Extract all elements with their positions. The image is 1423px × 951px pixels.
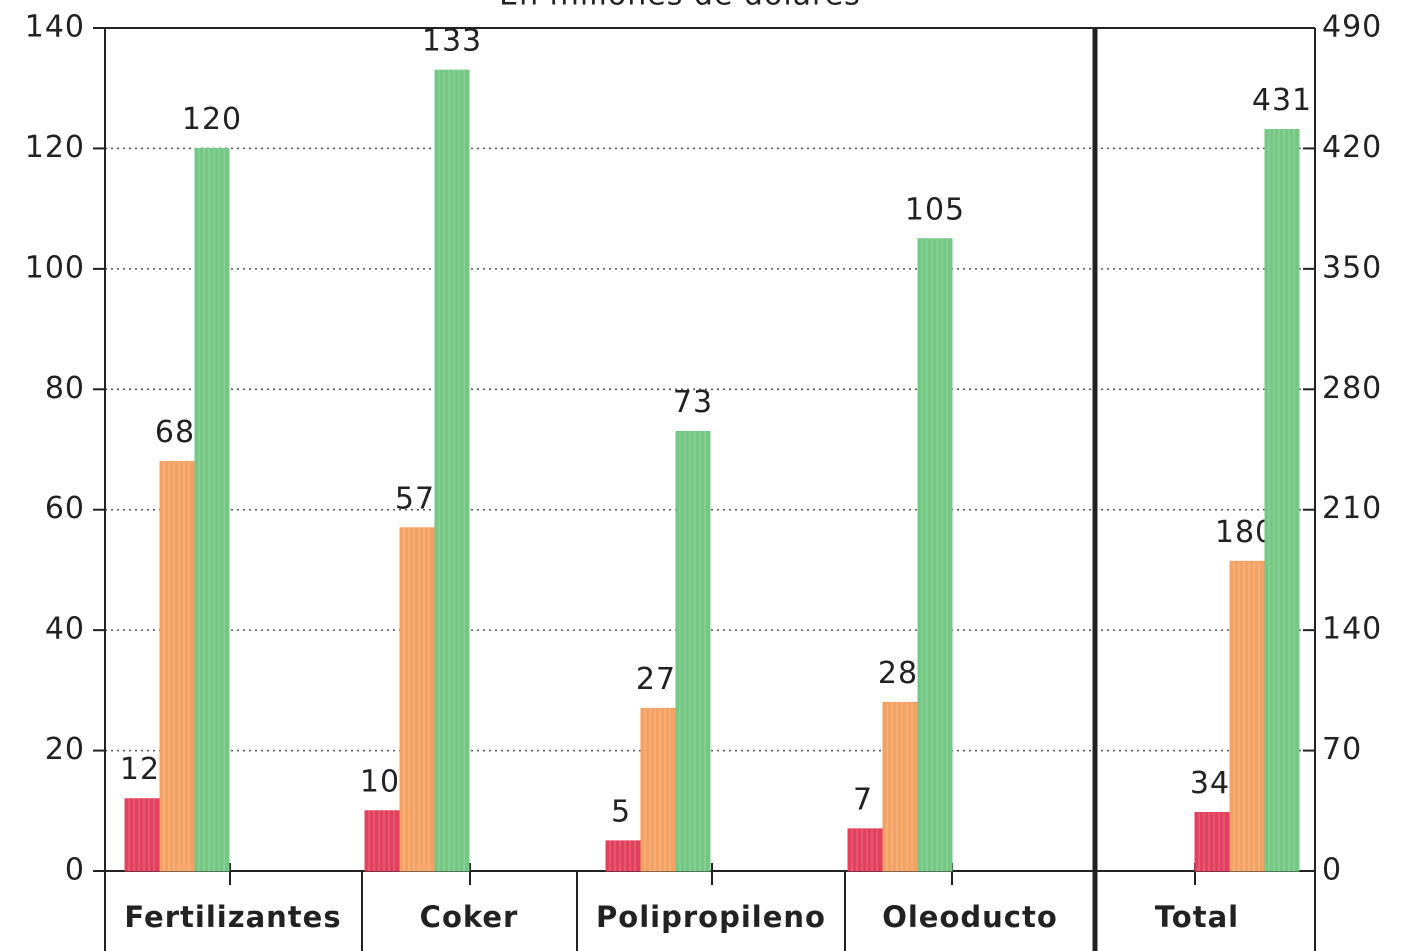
value-label: 133 xyxy=(422,24,482,59)
value-label: 27 xyxy=(636,662,676,697)
y2-tick-label: 0 xyxy=(1322,853,1342,888)
x-tick-label: Total xyxy=(1155,900,1239,934)
y-tick-label: 120 xyxy=(25,130,85,165)
value-label: 10 xyxy=(360,764,400,799)
bar xyxy=(364,810,400,872)
x-tick-label: Polipropileno xyxy=(596,900,826,934)
x-tick-label: Fertilizantes xyxy=(124,900,341,934)
y2-tick-label: 420 xyxy=(1322,130,1382,165)
value-label: 105 xyxy=(905,192,965,227)
bar xyxy=(124,798,160,872)
y-tick-label: 40 xyxy=(45,612,85,647)
y-tick-label: 100 xyxy=(25,250,85,285)
bar xyxy=(1194,812,1230,872)
bar xyxy=(399,527,435,872)
bar xyxy=(882,701,918,872)
bar xyxy=(434,69,470,872)
y-tick-label: 0 xyxy=(65,853,85,888)
value-label: 57 xyxy=(395,481,435,516)
x-tick-label: Oleoducto xyxy=(882,900,1058,934)
value-label: 34 xyxy=(1190,766,1230,801)
bar xyxy=(1229,560,1265,872)
y-tick-label: 80 xyxy=(45,371,85,406)
value-label: 12 xyxy=(120,752,160,787)
value-label: 180 xyxy=(1215,515,1275,550)
y2-tick-label: 280 xyxy=(1322,371,1382,406)
y-tick-label: 20 xyxy=(45,732,85,767)
y2-tick-label: 140 xyxy=(1322,612,1382,647)
y2-tick-label: 350 xyxy=(1322,250,1382,285)
y2-tick-label: 490 xyxy=(1322,10,1382,45)
bar xyxy=(605,840,641,872)
value-label: 120 xyxy=(182,102,242,137)
value-label: 5 xyxy=(611,794,631,829)
value-label: 28 xyxy=(878,656,918,691)
bar xyxy=(917,238,953,872)
bar xyxy=(194,147,230,872)
bar xyxy=(640,707,676,872)
x-tick-label: Coker xyxy=(420,900,519,934)
y2-tick-label: 70 xyxy=(1322,732,1362,767)
bar xyxy=(1264,129,1300,872)
y2-tick-label: 210 xyxy=(1322,491,1382,526)
value-label: 431 xyxy=(1252,83,1312,118)
y-tick-label: 140 xyxy=(25,10,85,45)
y-tick-label: 60 xyxy=(45,491,85,526)
value-label: 68 xyxy=(155,415,195,450)
bar xyxy=(159,461,195,872)
value-label: 7 xyxy=(853,782,873,817)
bar xyxy=(847,828,883,872)
chart-subtitle: En millones de dolares xyxy=(499,0,861,13)
bar xyxy=(675,430,711,872)
value-label: 73 xyxy=(673,385,713,420)
